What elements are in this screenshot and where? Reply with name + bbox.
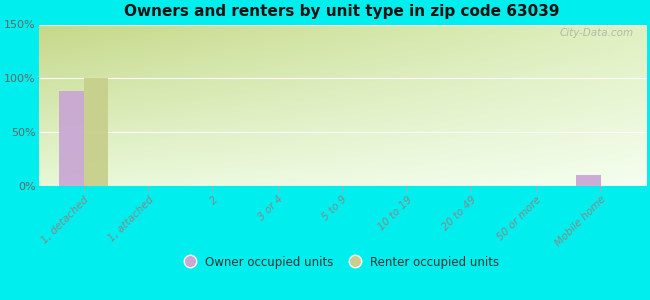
Text: City-Data.com: City-Data.com — [560, 28, 634, 38]
Title: Owners and renters by unit type in zip code 63039: Owners and renters by unit type in zip c… — [124, 4, 560, 19]
Bar — [576, 175, 601, 186]
Bar — [59, 91, 84, 186]
Legend: Owner occupied units, Renter occupied units: Owner occupied units, Renter occupied un… — [181, 251, 503, 274]
Bar — [84, 78, 109, 186]
